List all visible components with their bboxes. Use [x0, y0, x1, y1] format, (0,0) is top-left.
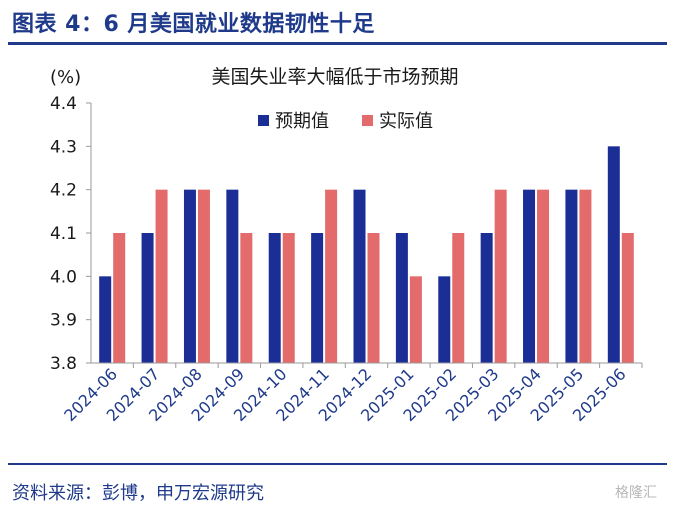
- source-note: 资料来源：彭博，申万宏源研究: [12, 483, 264, 504]
- y-tick-label: 3.9: [50, 311, 77, 331]
- bar-actual-2024-12: [367, 233, 380, 363]
- bar-expected-2025-02: [438, 276, 451, 363]
- bar-actual-2025-06: [621, 233, 634, 363]
- figure-title: 图表 4：6 月美国就业数据韧性十足: [12, 12, 375, 37]
- bar-actual-2025-05: [579, 189, 592, 363]
- bar-expected-2025-01: [395, 233, 408, 363]
- y-tick-label: 4.3: [50, 137, 77, 157]
- bar-expected-2024-11: [311, 233, 324, 363]
- y-axis-ticks: 4.4 4.3 4.2 4.1 4.0 3.9 3.8: [50, 94, 91, 374]
- y-axis-unit-label: (%): [50, 67, 81, 88]
- bar-actual-2024-10: [282, 233, 295, 363]
- bar-expected-2025-06: [607, 146, 620, 363]
- bar-actual-2024-08: [197, 189, 210, 363]
- watermark-logo: 格隆汇: [615, 485, 657, 501]
- bar-expected-2024-06: [99, 276, 112, 363]
- bar-expected-2025-03: [480, 233, 493, 363]
- bar-actual-2025-02: [452, 233, 465, 363]
- legend-swatch: [258, 115, 269, 126]
- bar-expected-2024-07: [141, 233, 154, 363]
- footer-rule: [8, 463, 667, 465]
- bar-group: [99, 146, 634, 363]
- bar-actual-2025-01: [409, 276, 422, 363]
- bar-expected-2024-08: [183, 189, 196, 363]
- bar-expected-2025-04: [523, 189, 536, 363]
- legend-item-actual: 实际值: [379, 111, 433, 132]
- bar-expected-2024-12: [353, 189, 366, 363]
- bar-actual-2025-04: [537, 189, 550, 363]
- bar-actual-2024-09: [240, 233, 253, 363]
- y-tick-label: 4.4: [50, 94, 77, 114]
- bar-expected-2025-05: [565, 189, 578, 363]
- bar-actual-2024-06: [113, 233, 126, 363]
- bar-expected-2024-09: [226, 189, 239, 363]
- legend-swatch: [362, 115, 373, 126]
- legend: 预期值 实际值: [258, 111, 433, 132]
- bar-actual-2025-03: [494, 189, 507, 363]
- y-tick-label: 4.2: [50, 181, 77, 201]
- y-tick-label: 3.8: [50, 354, 77, 374]
- legend-item-expected: 预期值: [275, 111, 329, 132]
- bar-expected-2024-10: [268, 233, 281, 363]
- y-tick-label: 4.0: [50, 267, 77, 287]
- chart-title: 美国失业率大幅低于市场预期: [211, 66, 458, 88]
- bar-actual-2024-07: [155, 189, 168, 363]
- bar-actual-2024-11: [325, 189, 338, 363]
- header-rule: [8, 42, 667, 45]
- y-tick-label: 4.1: [50, 224, 77, 244]
- x-axis-ticks: 2024-062024-072024-082024-092024-102024-…: [60, 363, 643, 425]
